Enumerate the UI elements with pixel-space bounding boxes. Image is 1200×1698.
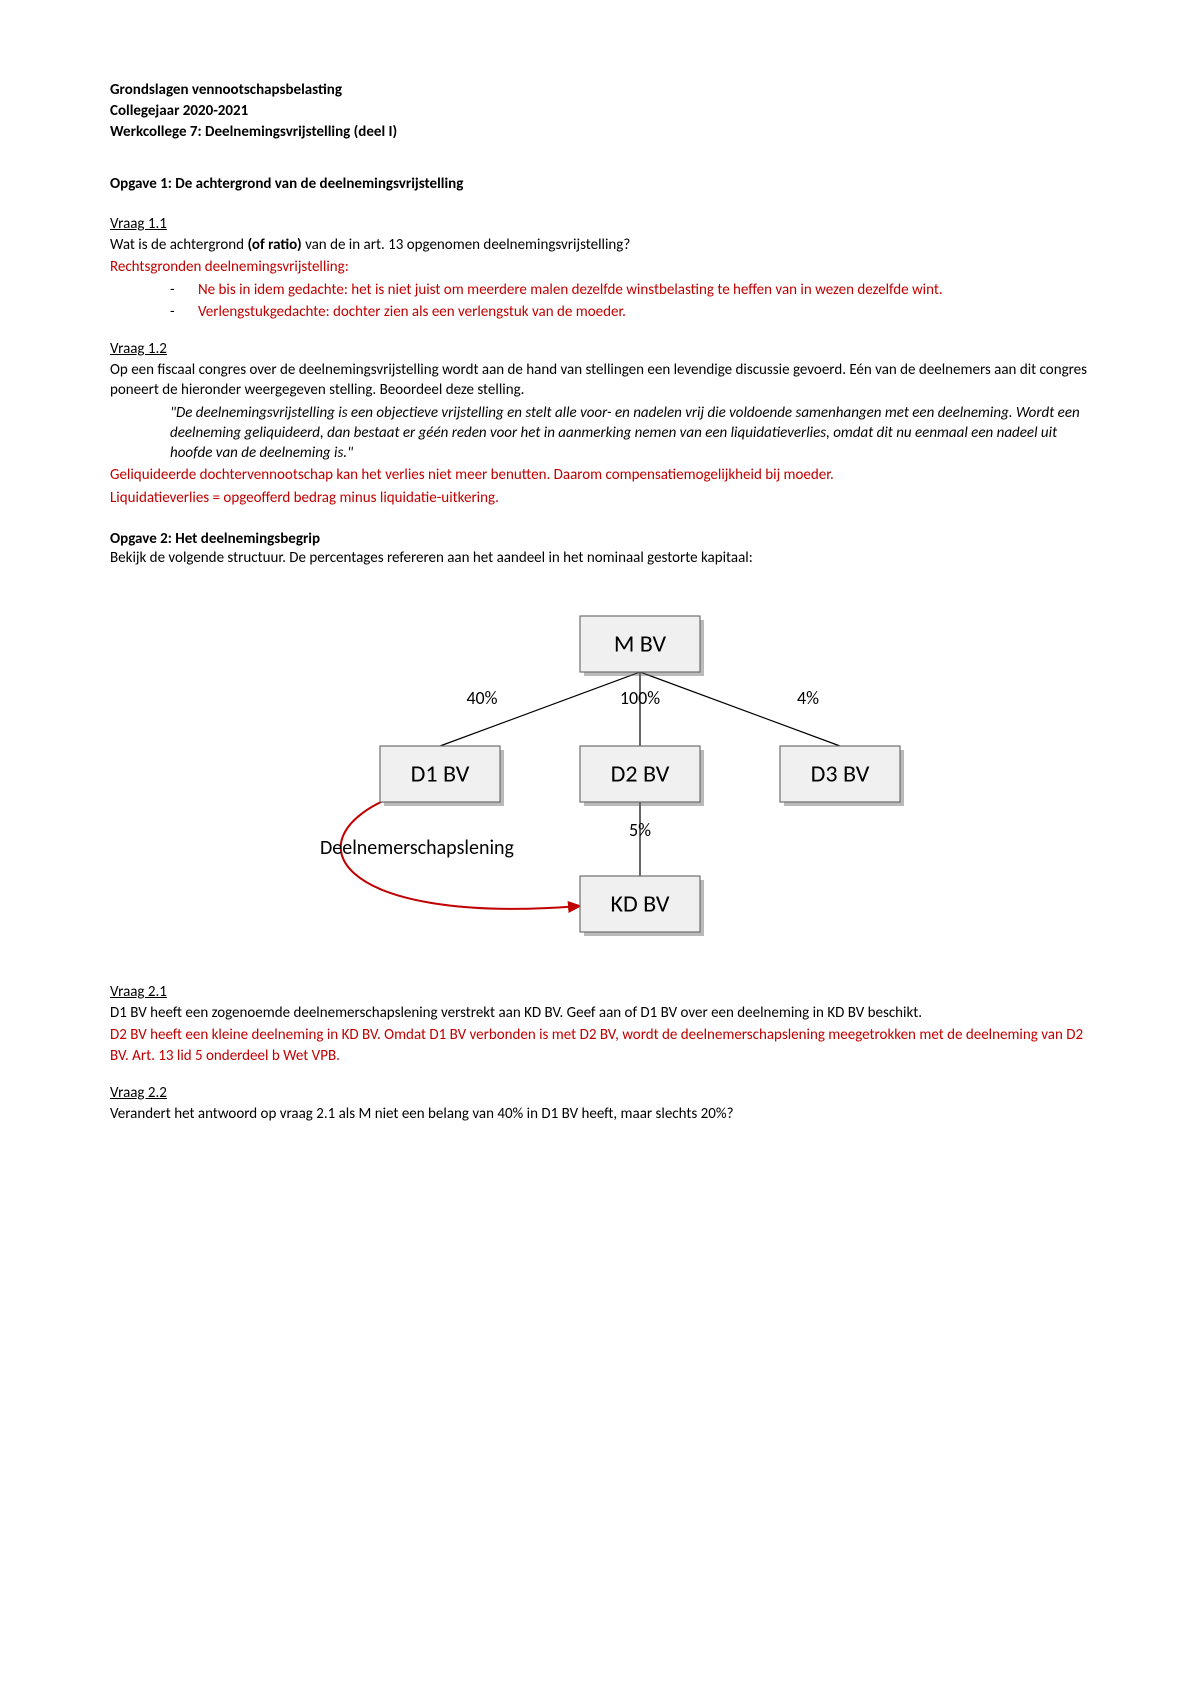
vraag-1-2-answer-2: Liquidatieverlies = opgeofferd bedrag mi… [110, 488, 1090, 508]
vraag-1-1-bullets: Ne bis in idem gedachte: het is niet jui… [110, 280, 1090, 323]
vraag-1-2-answer-1: Geliquideerde dochtervennootschap kan he… [110, 465, 1090, 485]
edge-m-d3 [640, 672, 840, 746]
diagram-svg: 40% 100% 4% 5% Deelnemerschapslening M B… [250, 586, 950, 956]
node-kd-label: KD BV [610, 890, 669, 919]
pct-m-d1: 40% [466, 687, 497, 709]
doc-header: Grondslagen vennootschapsbelasting Colle… [110, 80, 1090, 143]
vraag-1-1-question: Wat is de achtergrond (of ratio) van de … [110, 235, 1090, 255]
vraag-1-2-label: Vraag 1.2 [110, 340, 1090, 358]
vraag-2-2-question: Verandert het antwoord op vraag 2.1 als … [110, 1104, 1090, 1124]
header-line-3: Werkcollege 7: Deelnemingsvrijstelling (… [110, 122, 1090, 143]
node-m-label: M BV [614, 630, 667, 659]
node-m: M BV [580, 616, 704, 676]
opgave2-title: Opgave 2: Het deelnemingsbegrip [110, 530, 1090, 548]
loan-label: Deelnemerschapslening [320, 836, 515, 860]
node-d1: D1 BV [380, 746, 504, 806]
structure-diagram: 40% 100% 4% 5% Deelnemerschapslening M B… [110, 586, 1090, 961]
bullet-2: Verlengstukgedachte: dochter zien als ee… [170, 302, 1090, 322]
pct-d2-kd: 5% [629, 819, 651, 841]
bullet-1: Ne bis in idem gedachte: het is niet jui… [170, 280, 1090, 300]
vraag-1-1-label: Vraag 1.1 [110, 215, 1090, 233]
opgave2-intro: Bekijk de volgende structuur. De percent… [110, 548, 1090, 568]
node-d3: D3 BV [780, 746, 904, 806]
edge-m-d1 [440, 672, 640, 746]
header-line-1: Grondslagen vennootschapsbelasting [110, 80, 1090, 101]
header-line-2: Collegejaar 2020-2021 [110, 101, 1090, 122]
vraag-1-2-intro: Op een fiscaal congres over de deelnemin… [110, 360, 1090, 401]
node-d3-label: D3 BV [811, 760, 870, 789]
opgave1-title: Opgave 1: De achtergrond van de deelnemi… [110, 175, 1090, 193]
vraag-2-1-label: Vraag 2.1 [110, 983, 1090, 1001]
pct-m-d3: 4% [797, 687, 819, 709]
vraag-1-1-answer-lead: Rechtsgronden deelnemingsvrijstelling: [110, 257, 1090, 277]
vraag-2-1-question: D1 BV heeft een zogenoemde deelnemerscha… [110, 1003, 1090, 1023]
q11-pre: Wat is de achtergrond [110, 236, 247, 254]
vraag-2-1-answer: D2 BV heeft een kleine deelneming in KD … [110, 1025, 1090, 1066]
vraag-2-2-label: Vraag 2.2 [110, 1084, 1090, 1102]
node-d1-label: D1 BV [411, 760, 470, 789]
node-d2-label: D2 BV [611, 760, 670, 789]
pct-m-d2: 100% [620, 687, 660, 709]
q11-post: van de in art. 13 opgenomen deelnemingsv… [302, 236, 631, 254]
node-kd: KD BV [580, 876, 704, 936]
vraag-1-2-quote: "De deelnemingsvrijstelling is een objec… [170, 403, 1090, 464]
q11-bold: (of ratio) [247, 236, 301, 254]
node-d2: D2 BV [580, 746, 704, 806]
document-page: Grondslagen vennootschapsbelasting Colle… [0, 0, 1200, 1206]
